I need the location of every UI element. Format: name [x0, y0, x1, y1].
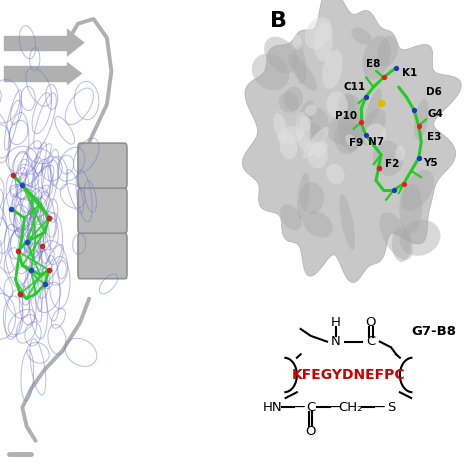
Text: B: B	[270, 11, 287, 31]
Ellipse shape	[399, 184, 422, 234]
Text: O: O	[305, 425, 316, 438]
Ellipse shape	[337, 94, 365, 152]
Ellipse shape	[288, 54, 317, 91]
Text: Y5: Y5	[423, 158, 438, 168]
Ellipse shape	[351, 27, 372, 45]
Ellipse shape	[314, 141, 328, 158]
Ellipse shape	[264, 36, 298, 73]
Polygon shape	[67, 28, 85, 57]
Ellipse shape	[363, 36, 391, 80]
Ellipse shape	[307, 122, 324, 142]
Text: E3: E3	[427, 132, 441, 142]
Ellipse shape	[284, 87, 303, 111]
Text: G4: G4	[427, 109, 443, 119]
Text: N7: N7	[368, 137, 384, 147]
FancyBboxPatch shape	[78, 188, 127, 234]
Text: −: −	[328, 400, 341, 415]
Ellipse shape	[326, 164, 345, 184]
Text: F2: F2	[385, 159, 400, 169]
Text: −: −	[293, 400, 306, 415]
Ellipse shape	[277, 126, 304, 145]
Ellipse shape	[327, 91, 348, 118]
Ellipse shape	[297, 100, 314, 131]
FancyBboxPatch shape	[78, 233, 127, 279]
Text: K1: K1	[402, 67, 418, 78]
Ellipse shape	[392, 228, 411, 262]
Ellipse shape	[273, 113, 287, 140]
Ellipse shape	[314, 22, 333, 61]
Text: N: N	[331, 335, 341, 348]
Ellipse shape	[308, 143, 328, 169]
Ellipse shape	[322, 50, 343, 89]
Ellipse shape	[279, 92, 299, 113]
Ellipse shape	[280, 133, 298, 159]
Ellipse shape	[300, 182, 324, 214]
Text: KFEGYDNEFPC: KFEGYDNEFPC	[292, 368, 405, 382]
Ellipse shape	[395, 146, 405, 161]
Text: D6: D6	[426, 87, 442, 97]
Text: F9: F9	[349, 138, 363, 148]
Ellipse shape	[414, 99, 429, 140]
Ellipse shape	[305, 17, 332, 49]
Text: C11: C11	[344, 82, 366, 92]
Ellipse shape	[305, 105, 317, 116]
Ellipse shape	[365, 89, 382, 127]
Ellipse shape	[334, 121, 360, 154]
Ellipse shape	[380, 212, 413, 260]
Ellipse shape	[360, 109, 386, 145]
Ellipse shape	[252, 54, 289, 90]
Ellipse shape	[300, 116, 311, 132]
Text: −: −	[372, 400, 385, 415]
Text: HN: HN	[263, 401, 283, 414]
Ellipse shape	[280, 205, 302, 230]
Ellipse shape	[303, 211, 333, 237]
Ellipse shape	[377, 36, 398, 67]
Text: C: C	[306, 401, 315, 414]
Polygon shape	[67, 62, 82, 85]
Ellipse shape	[297, 173, 310, 219]
Ellipse shape	[337, 93, 356, 120]
Ellipse shape	[303, 108, 329, 142]
Text: S: S	[387, 401, 395, 414]
Text: C: C	[366, 335, 375, 348]
Ellipse shape	[346, 134, 356, 146]
Ellipse shape	[293, 35, 301, 50]
Ellipse shape	[296, 112, 311, 151]
Text: CH₂: CH₂	[338, 401, 363, 414]
Polygon shape	[242, 0, 461, 283]
Ellipse shape	[303, 127, 329, 159]
Ellipse shape	[373, 140, 403, 176]
Text: H: H	[331, 316, 341, 328]
Text: O: O	[366, 316, 376, 328]
Ellipse shape	[400, 220, 440, 256]
Ellipse shape	[294, 43, 306, 84]
Ellipse shape	[328, 114, 364, 145]
Text: P10: P10	[335, 111, 357, 121]
Ellipse shape	[339, 194, 355, 250]
Ellipse shape	[401, 170, 434, 211]
Ellipse shape	[365, 123, 386, 146]
Text: G7-B8: G7-B8	[411, 325, 456, 338]
FancyBboxPatch shape	[78, 143, 127, 189]
Text: E8: E8	[366, 59, 381, 70]
